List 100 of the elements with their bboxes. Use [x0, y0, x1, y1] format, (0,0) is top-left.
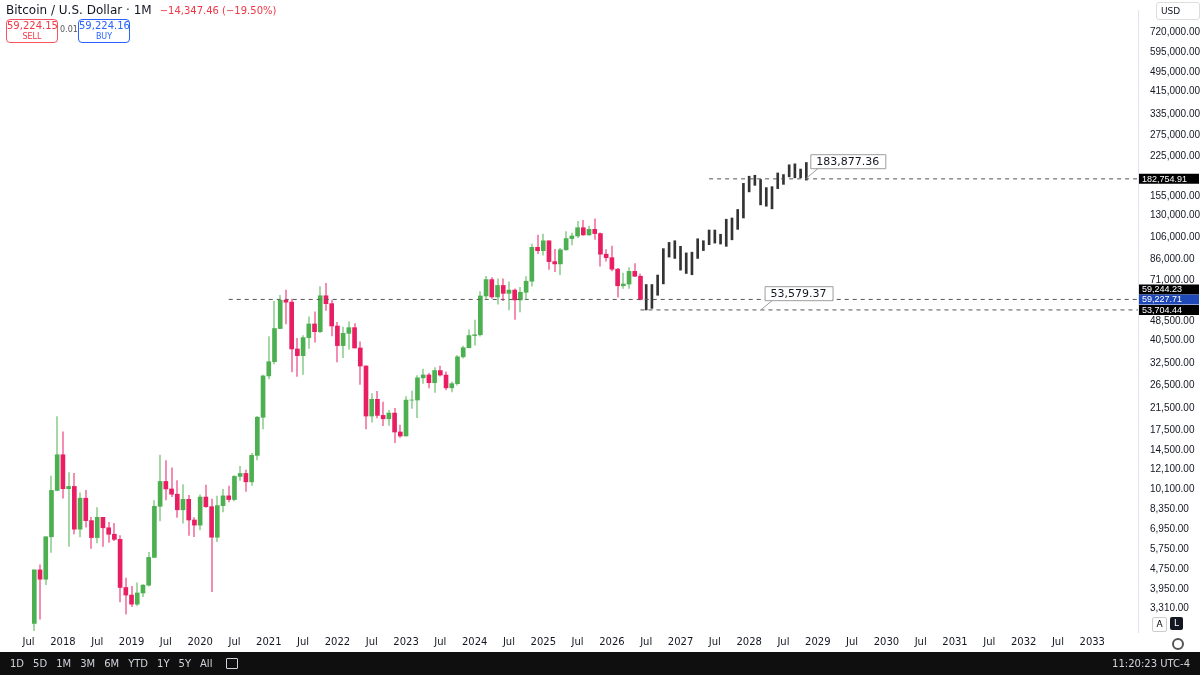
- x-tick-label: Jul: [913, 635, 927, 647]
- x-tick-label: Jul: [776, 635, 790, 647]
- y-tick-label: 155,000.00: [1150, 190, 1200, 202]
- y-tick-label: 335,000.00: [1150, 107, 1200, 119]
- text: 1D: [10, 658, 25, 669]
- text: 5D: [33, 658, 48, 669]
- annotation: 59,224.15: [7, 20, 58, 31]
- x-tick-label: 2022: [324, 635, 351, 647]
- y-tick-label: 3,310.00: [1150, 601, 1190, 613]
- x-tick-label: 2030: [873, 635, 900, 647]
- annotation: SELL: [21, 32, 43, 42]
- bar: [799, 168, 802, 179]
- y-tick-label: 495,000.00: [1150, 65, 1200, 77]
- x-tick-label: 2021: [256, 635, 282, 647]
- x-tick-label: Jul: [296, 635, 310, 647]
- y-tick-label: 106,000.00: [1150, 230, 1200, 242]
- bar: [702, 240, 705, 251]
- bar: [644, 284, 648, 311]
- y-tick-label: 17,500.00: [1150, 423, 1195, 435]
- annotation: 53,579.37: [770, 286, 827, 300]
- bar: [742, 183, 745, 219]
- annotation: 183,877.36: [816, 154, 880, 168]
- text: 59,227.71: [1142, 294, 1183, 305]
- text: 1M: [56, 658, 72, 669]
- bar: [713, 229, 717, 244]
- y-tick-label: 720,000.00: [1150, 25, 1200, 37]
- text: 5Y: [178, 658, 192, 669]
- y-tick-label: 32,500.00: [1150, 357, 1195, 369]
- text: 1Y: [157, 658, 170, 669]
- candlestick: [500, 278, 506, 301]
- x-tick-label: 2026: [599, 635, 625, 647]
- bar: [736, 209, 740, 230]
- y-tick-label: 595,000.00: [1150, 46, 1200, 58]
- x-tick-label: 2029: [805, 635, 831, 647]
- y-tick-label: 71,000.00: [1150, 273, 1195, 285]
- data-label: 59,244.23: [1142, 284, 1183, 295]
- x-tick-label: Jul: [501, 635, 515, 647]
- x-tick-label: 2025: [530, 635, 556, 647]
- bar: [764, 187, 768, 207]
- x-tick-label: 2023: [393, 635, 419, 647]
- text: YTD: [128, 658, 149, 669]
- x-tick-label: 2024: [461, 635, 488, 647]
- x-tick-label: Jul: [707, 635, 721, 647]
- y-tick-label: 86,000.00: [1150, 253, 1195, 265]
- bar: [673, 240, 677, 259]
- y-tick-label: 48,500.00: [1150, 314, 1195, 326]
- candlestick: [540, 233, 546, 256]
- bar: [679, 245, 682, 271]
- data-label: 53,704.44: [1142, 304, 1183, 315]
- x-tick-label: Jul: [158, 635, 172, 647]
- x-tick-label: 2032: [1010, 635, 1037, 647]
- chart-title: Bitcoin / U.S. Dollar · 1M: [6, 3, 152, 17]
- annotation: 0.01: [59, 25, 79, 34]
- y-tick-label: 6,950.00: [1150, 522, 1190, 534]
- x-tick-label: Jul: [982, 635, 996, 647]
- x-tick-label: 2027: [667, 635, 694, 647]
- x-tick-label: 2033: [1079, 635, 1105, 647]
- x-tick-label: 2019: [118, 635, 145, 647]
- bar: [724, 218, 728, 247]
- x-tick-label: Jul: [21, 635, 35, 647]
- x-tick-label: Jul: [227, 635, 241, 647]
- y-tick-label: 415,000.00: [1150, 84, 1200, 96]
- x-tick-label: Jul: [845, 635, 859, 647]
- y-tick-label: 3,950.00: [1150, 583, 1190, 595]
- y-tick-label: 5,750.00: [1150, 542, 1190, 554]
- x-tick-label: 2028: [736, 635, 762, 647]
- x-tick-label: 2018: [50, 635, 76, 647]
- annotation: BUY: [94, 32, 114, 42]
- y-tick-label: 14,500.00: [1150, 443, 1195, 455]
- y-tick-label: 12,100.00: [1150, 463, 1195, 475]
- bar: [719, 233, 722, 245]
- x-tick-label: 2020: [187, 635, 213, 647]
- annotation: 59,224.16: [79, 20, 130, 31]
- x-tick-label: Jul: [570, 635, 584, 647]
- y-tick-label: 275,000.00: [1150, 128, 1200, 140]
- text: 6M: [104, 658, 120, 669]
- x-tick-label: Jul: [364, 635, 378, 647]
- text: 11:20:23 UTC-4: [1112, 658, 1190, 669]
- y-tick-label: 21,500.00: [1150, 401, 1195, 413]
- x-tick-label: Jul: [90, 635, 104, 647]
- data-label: 182,754.91: [1142, 173, 1188, 184]
- y-tick-label: 225,000.00: [1150, 150, 1200, 162]
- y-tick-label: 4,750.00: [1150, 563, 1190, 575]
- text: 3M: [80, 658, 96, 669]
- x-tick-label: 2031: [942, 635, 968, 647]
- chart-subtitle: −14,347.46 (−19.50%): [159, 5, 277, 16]
- bar: [759, 179, 762, 206]
- text: L: [1170, 617, 1183, 630]
- y-tick-label: 40,500.00: [1150, 333, 1195, 345]
- y-tick-label: 8,350.00: [1150, 502, 1190, 514]
- y-tick-label: 130,000.00: [1150, 209, 1200, 221]
- bar: [656, 274, 659, 296]
- text: USD: [1156, 2, 1200, 20]
- bar: [684, 252, 688, 274]
- bar: [782, 174, 785, 185]
- bar: [696, 238, 699, 259]
- bar: [776, 172, 780, 189]
- text: A: [1152, 617, 1167, 632]
- x-tick-label: Jul: [1050, 635, 1064, 647]
- y-tick-label: 10,100.00: [1150, 482, 1195, 494]
